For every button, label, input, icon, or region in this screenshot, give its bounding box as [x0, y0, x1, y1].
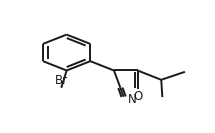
Text: N: N: [128, 93, 137, 106]
Text: Br: Br: [55, 74, 68, 87]
Text: O: O: [133, 90, 142, 103]
